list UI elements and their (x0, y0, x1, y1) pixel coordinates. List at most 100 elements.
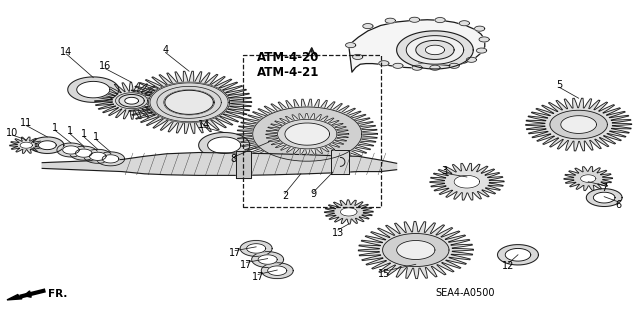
Polygon shape (363, 24, 373, 29)
Polygon shape (68, 77, 119, 102)
Polygon shape (426, 45, 445, 55)
Polygon shape (266, 114, 349, 155)
Polygon shape (435, 18, 445, 23)
Polygon shape (324, 200, 373, 224)
Polygon shape (84, 149, 112, 163)
Polygon shape (497, 245, 538, 265)
Polygon shape (236, 151, 251, 178)
Polygon shape (349, 20, 484, 72)
Polygon shape (561, 116, 596, 133)
Polygon shape (115, 93, 148, 109)
Text: ATM-4-20: ATM-4-20 (257, 51, 319, 64)
Polygon shape (10, 137, 43, 153)
Text: 11: 11 (20, 118, 33, 128)
Text: 6: 6 (616, 200, 622, 210)
Text: 14: 14 (60, 47, 72, 56)
Bar (243, 55, 381, 207)
Polygon shape (525, 98, 632, 151)
Polygon shape (406, 36, 464, 64)
Polygon shape (95, 82, 169, 119)
Polygon shape (586, 189, 622, 206)
Polygon shape (165, 90, 213, 115)
Polygon shape (564, 167, 612, 190)
Polygon shape (412, 65, 422, 70)
Polygon shape (474, 26, 484, 31)
Text: 1: 1 (81, 129, 87, 139)
Polygon shape (119, 94, 144, 107)
Polygon shape (207, 137, 241, 153)
Polygon shape (7, 294, 22, 300)
Polygon shape (285, 123, 330, 145)
Polygon shape (358, 221, 473, 278)
Polygon shape (593, 192, 615, 203)
Polygon shape (90, 152, 106, 160)
Text: 1: 1 (93, 132, 100, 142)
Polygon shape (278, 119, 337, 149)
Polygon shape (148, 82, 230, 122)
Polygon shape (237, 99, 378, 169)
Polygon shape (253, 107, 362, 161)
Polygon shape (258, 255, 277, 264)
Text: 17: 17 (252, 272, 264, 282)
Text: 14: 14 (198, 120, 210, 130)
Polygon shape (246, 244, 266, 253)
Text: 2: 2 (282, 191, 288, 201)
Polygon shape (97, 152, 125, 166)
Polygon shape (102, 155, 119, 163)
Polygon shape (157, 86, 221, 118)
Polygon shape (410, 17, 420, 22)
Polygon shape (268, 266, 287, 275)
Polygon shape (150, 83, 228, 122)
Polygon shape (397, 241, 435, 260)
Polygon shape (76, 149, 92, 157)
Polygon shape (479, 37, 489, 42)
Text: 8: 8 (231, 154, 237, 165)
Polygon shape (31, 137, 64, 153)
Polygon shape (430, 65, 440, 70)
Polygon shape (164, 90, 214, 115)
Polygon shape (385, 18, 396, 23)
Text: 7: 7 (601, 183, 607, 193)
Polygon shape (125, 97, 138, 104)
Polygon shape (379, 61, 389, 66)
Text: 1: 1 (52, 123, 58, 133)
Polygon shape (454, 175, 479, 188)
Polygon shape (57, 143, 85, 157)
Text: SEA4-A0500: SEA4-A0500 (436, 288, 495, 298)
Text: 4: 4 (163, 45, 168, 55)
Text: 9: 9 (310, 189, 317, 199)
Polygon shape (127, 71, 252, 133)
Polygon shape (449, 63, 460, 68)
Polygon shape (393, 63, 403, 68)
Polygon shape (416, 41, 454, 59)
Polygon shape (38, 141, 56, 150)
Polygon shape (63, 146, 79, 154)
Text: FR.: FR. (49, 289, 68, 300)
Text: 12: 12 (502, 261, 515, 271)
Text: 5: 5 (556, 80, 563, 90)
Polygon shape (460, 21, 469, 26)
Polygon shape (240, 241, 272, 256)
Text: 10: 10 (6, 128, 19, 137)
Polygon shape (346, 43, 356, 48)
Text: 3: 3 (442, 166, 447, 176)
Text: 15: 15 (378, 269, 390, 279)
Polygon shape (77, 81, 110, 98)
Text: ATM-4-21: ATM-4-21 (257, 66, 319, 79)
Text: 13: 13 (332, 227, 344, 238)
Polygon shape (340, 208, 357, 216)
Text: 17: 17 (229, 248, 241, 258)
Polygon shape (332, 150, 349, 174)
Polygon shape (20, 142, 33, 148)
Polygon shape (550, 110, 607, 139)
Polygon shape (580, 175, 596, 182)
Polygon shape (430, 163, 504, 200)
Polygon shape (383, 234, 449, 267)
Polygon shape (42, 152, 397, 175)
Text: 1: 1 (67, 126, 73, 136)
Polygon shape (476, 48, 486, 53)
Text: 17: 17 (241, 260, 253, 270)
Polygon shape (353, 54, 363, 59)
Text: 16: 16 (99, 61, 111, 71)
Polygon shape (252, 252, 284, 268)
